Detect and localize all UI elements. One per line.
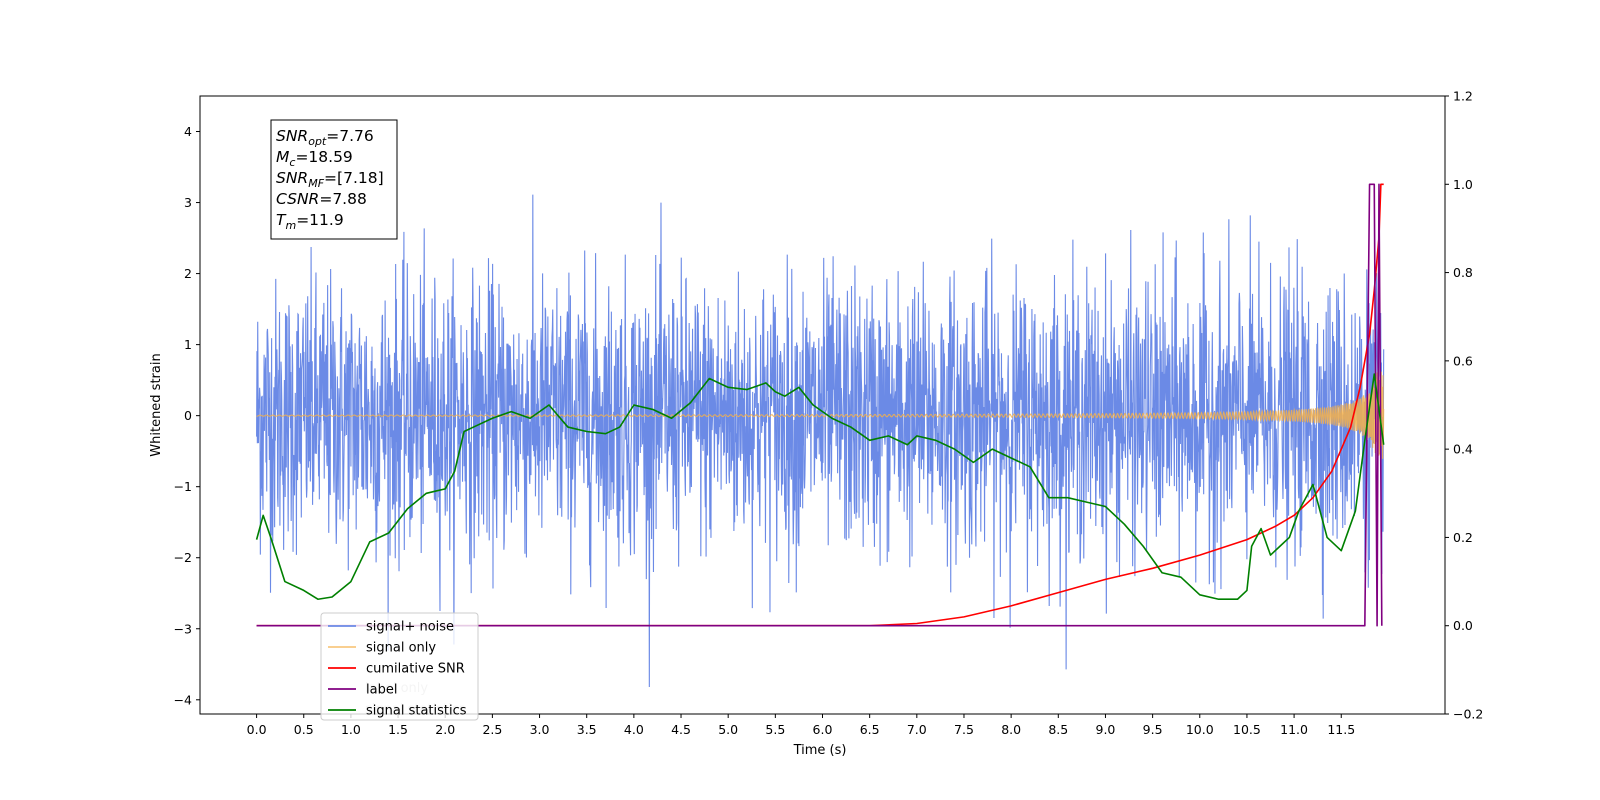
y2-tick-label: 1.0 bbox=[1453, 177, 1473, 192]
annotation-line: CSNR=7.88 bbox=[276, 190, 367, 208]
x-tick-label: 11.5 bbox=[1327, 722, 1355, 737]
x-tick-label: 5.0 bbox=[718, 722, 738, 737]
annotation-line: Tm=11.9 bbox=[276, 211, 344, 232]
y2-tick-label: 1.2 bbox=[1453, 89, 1473, 104]
legend-label: signal only bbox=[366, 641, 436, 656]
x-tick-label: 1.0 bbox=[341, 722, 361, 737]
y-axis-label: Whitened strain bbox=[149, 353, 164, 456]
y-axis-left: −4 −3 −2 −1 0 1 2 3 4 bbox=[174, 124, 200, 707]
signal-only-series bbox=[256, 371, 1385, 459]
y2-tick-label: 0.8 bbox=[1453, 265, 1473, 280]
annotation-frame bbox=[270, 119, 398, 240]
x-tick-label: 8.5 bbox=[1048, 722, 1068, 737]
y-tick-label: −1 bbox=[174, 479, 192, 494]
label-line bbox=[256, 183, 1383, 627]
y-tick-label: 4 bbox=[184, 124, 192, 139]
x-tick-label: 10.0 bbox=[1186, 722, 1214, 737]
signal-noise-line bbox=[256, 194, 1385, 688]
x-tick-label: 9.5 bbox=[1143, 722, 1163, 737]
x-tick-label: 6.5 bbox=[860, 722, 880, 737]
legend-label: cumilative SNR bbox=[366, 662, 465, 677]
legend-frame bbox=[320, 612, 479, 721]
y2-tick-label: −0.2 bbox=[1453, 707, 1483, 722]
annotation-line: SNRMF=[7.18] bbox=[276, 169, 384, 190]
x-tick-label: 7.0 bbox=[907, 722, 927, 737]
y-tick-label: 2 bbox=[184, 266, 192, 281]
x-tick-label: 10.5 bbox=[1233, 722, 1261, 737]
y2-tick-label: 0.0 bbox=[1453, 618, 1473, 633]
signal-statistics-line bbox=[255, 373, 1385, 601]
y-tick-label: −4 bbox=[174, 692, 192, 707]
legend-label: label bbox=[366, 683, 397, 698]
annotation-box: SNRopt=7.76Mc=18.59SNRMF=[7.18]CSNR=7.88… bbox=[270, 119, 398, 240]
y-axis-right: −0.2 0.0 0.2 0.4 0.6 0.8 1.0 1.2 bbox=[1445, 89, 1483, 722]
x-tick-label: 2.5 bbox=[482, 722, 502, 737]
legend-label: signal statistics bbox=[366, 704, 467, 719]
legend-label: signal+ noise bbox=[366, 620, 454, 635]
cumilative-snr-line bbox=[256, 183, 1384, 627]
y-tick-label: 3 bbox=[184, 195, 192, 210]
signal-noise-series bbox=[256, 194, 1385, 688]
y2-tick-label: 0.4 bbox=[1453, 442, 1473, 457]
legend: label onlysignal statisticssignal+ noise… bbox=[320, 612, 479, 721]
annotation-line: Mc=18.59 bbox=[276, 148, 353, 169]
x-tick-label: 5.5 bbox=[765, 722, 785, 737]
right-axis-series bbox=[255, 183, 1385, 627]
signal-only-line bbox=[256, 371, 1385, 459]
annotation-line: SNRopt=7.76 bbox=[276, 127, 374, 148]
x-axis: 0.0 0.5 1.0 1.5 2.0 2.5 3.0 3.5 4.0 4.5 5.0 5.5 6.0 6… bbox=[247, 714, 1355, 737]
x-tick-label: 4.0 bbox=[624, 722, 644, 737]
x-tick-label: 8.0 bbox=[1001, 722, 1021, 737]
y-tick-label: 0 bbox=[184, 408, 192, 423]
x-tick-label: 6.0 bbox=[813, 722, 833, 737]
y2-tick-label: 0.6 bbox=[1453, 353, 1473, 368]
y-tick-label: 1 bbox=[184, 337, 192, 352]
x-tick-label: 4.5 bbox=[671, 722, 691, 737]
y-tick-label: −3 bbox=[174, 621, 192, 636]
x-tick-label: 1.5 bbox=[388, 722, 408, 737]
x-tick-label: 0.0 bbox=[247, 722, 267, 737]
x-tick-label: 3.5 bbox=[577, 722, 597, 737]
x-tick-label: 3.0 bbox=[530, 722, 550, 737]
x-tick-label: 0.5 bbox=[294, 722, 314, 737]
x-axis-label: Time (s) bbox=[793, 743, 847, 758]
x-tick-label: 7.5 bbox=[954, 722, 974, 737]
x-tick-label: 9.0 bbox=[1096, 722, 1116, 737]
x-tick-label: 2.0 bbox=[435, 722, 455, 737]
y2-tick-label: 0.2 bbox=[1453, 530, 1473, 545]
x-tick-label: 11.0 bbox=[1280, 722, 1308, 737]
y-tick-label: −2 bbox=[174, 550, 192, 565]
